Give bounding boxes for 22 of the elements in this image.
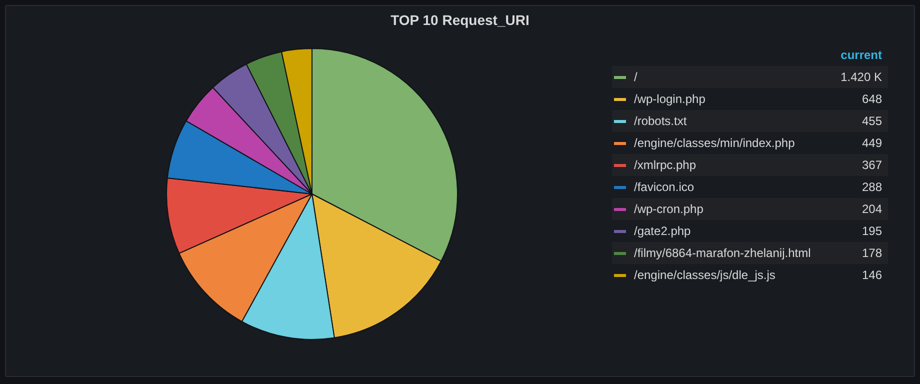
data-label: 648 [862, 91, 882, 108]
legend-title: current [840, 48, 883, 64]
data-label: 195 [862, 223, 882, 240]
legend-label: /favicon.ico [634, 179, 696, 196]
data-label: 449 [862, 135, 882, 152]
data-label: 1.420 K [840, 69, 882, 86]
legend-label: /robots.txt [634, 113, 688, 130]
legend-label: /wp-cron.php [634, 201, 704, 218]
legend-label: /xmlrpc.php [634, 157, 698, 174]
data-label: 146 [862, 267, 882, 284]
data-label: 455 [862, 113, 882, 130]
chart-title: TOP 10 Request_URI [390, 12, 530, 28]
data-label: 178 [862, 245, 882, 262]
legend-label: /wp-login.php [634, 91, 706, 108]
data-label: 367 [862, 157, 882, 174]
data-label: 204 [862, 201, 882, 218]
legend-label: /filmy/6864-marafon-zhelanij.html [634, 245, 812, 262]
legend-label: /gate2.php [634, 223, 692, 240]
legend-label: /engine/classes/min/index.php [634, 135, 796, 152]
legend-label: / [634, 69, 638, 86]
legend-label: /engine/classes/js/dle_js.js [634, 267, 776, 284]
data-label: 288 [862, 179, 882, 196]
